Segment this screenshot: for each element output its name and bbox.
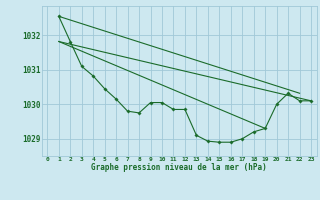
X-axis label: Graphe pression niveau de la mer (hPa): Graphe pression niveau de la mer (hPa) bbox=[91, 163, 267, 172]
